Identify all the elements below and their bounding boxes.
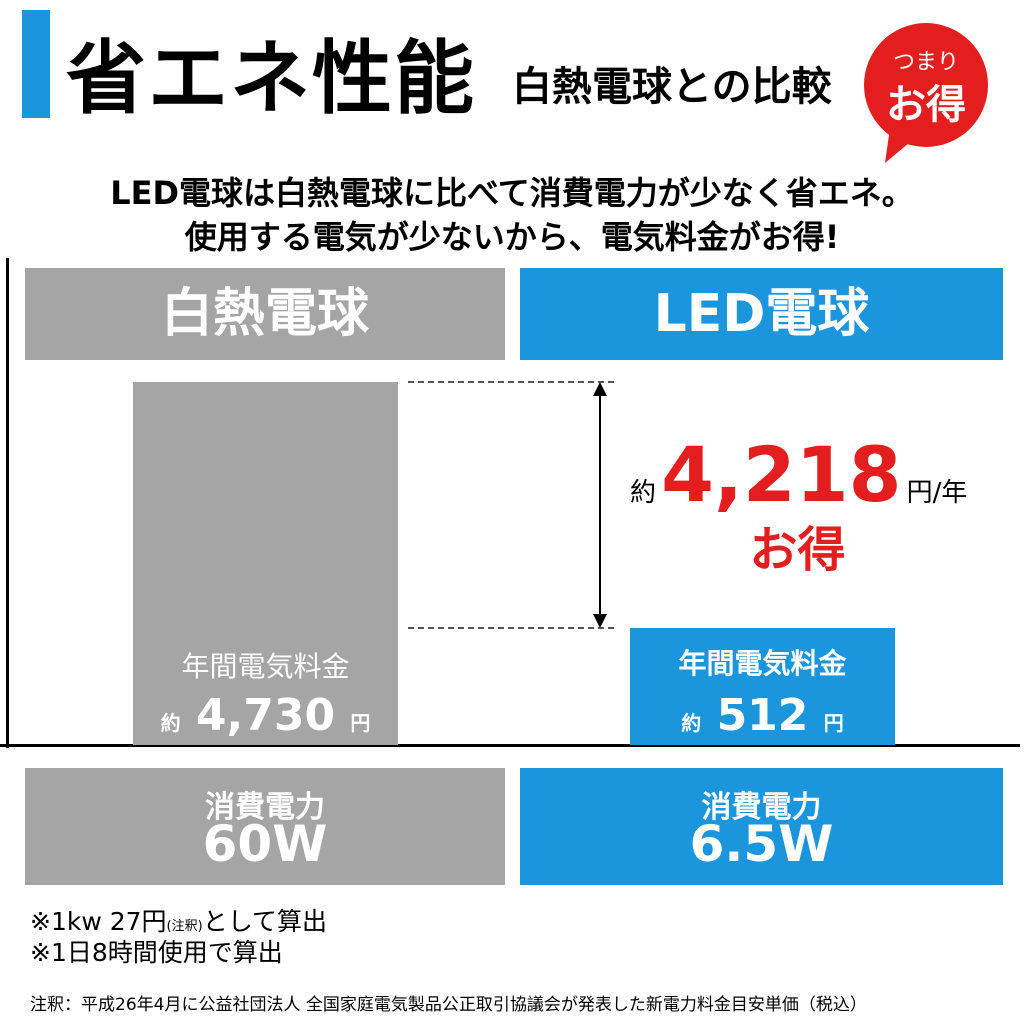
badge-top: つまり (892, 50, 959, 75)
note-text: ※1kw 27円 (30, 907, 167, 936)
subtitle: 白熱電球との比較 (512, 64, 832, 110)
approx: 約 (681, 711, 702, 735)
power-value: 60W (202, 815, 328, 873)
badge-shape (864, 23, 988, 163)
column-header: LED電球 (520, 268, 1003, 360)
badge-main: お得 (886, 82, 966, 128)
cost-label: 年間電気料金 (181, 650, 350, 683)
power-box (520, 768, 1003, 885)
cost-value: 約 4,730 円 (133, 690, 398, 741)
column-header: 白熱電球 (25, 268, 505, 360)
cost-value: 約 512 円 (630, 690, 895, 741)
unit: 円 (823, 711, 844, 735)
approx: 約 (160, 711, 181, 735)
cost: 512 (716, 690, 809, 741)
cost-bar (133, 382, 398, 745)
cost: 4,730 (195, 690, 336, 741)
note-text: として算出 (202, 907, 327, 936)
intro-line: 使用する電気が少ないから、電気料金がお得! (184, 218, 840, 256)
power-label: 消費電力 (701, 790, 822, 825)
savings: 約 4,218 円/年 (630, 430, 1020, 519)
footnote: 注釈：平成26年4月に公益社団法人 全国家庭電気製品公正取引協議会が発表した新電… (30, 995, 867, 1015)
power-value: 6.5W (689, 815, 834, 873)
cost-bar (630, 628, 895, 745)
note: ※1日8時間使用で算出 (30, 938, 283, 967)
savings-unit: 円/年 (906, 478, 968, 508)
difference-marker (408, 381, 618, 629)
approx: 約 (630, 478, 657, 508)
savings-amount: 4,218 (661, 430, 902, 519)
power-box (25, 768, 505, 885)
power-label: 消費電力 (205, 790, 325, 825)
axis (0, 744, 1020, 747)
intro-line: LED電球は白熱電球に比べて消費電力が少なく省エネ。 (110, 174, 914, 212)
axis (6, 258, 9, 748)
note-mark: (注釈) (166, 919, 203, 934)
title: 省エネ性能 (66, 32, 476, 125)
cost-label: 年間電気料金 (678, 647, 847, 680)
accent-bar (22, 10, 50, 118)
savings-label: お得 (749, 522, 846, 578)
note: ※1kw 27円(注釈)として算出 (30, 902, 327, 938)
unit: 円 (350, 711, 371, 735)
